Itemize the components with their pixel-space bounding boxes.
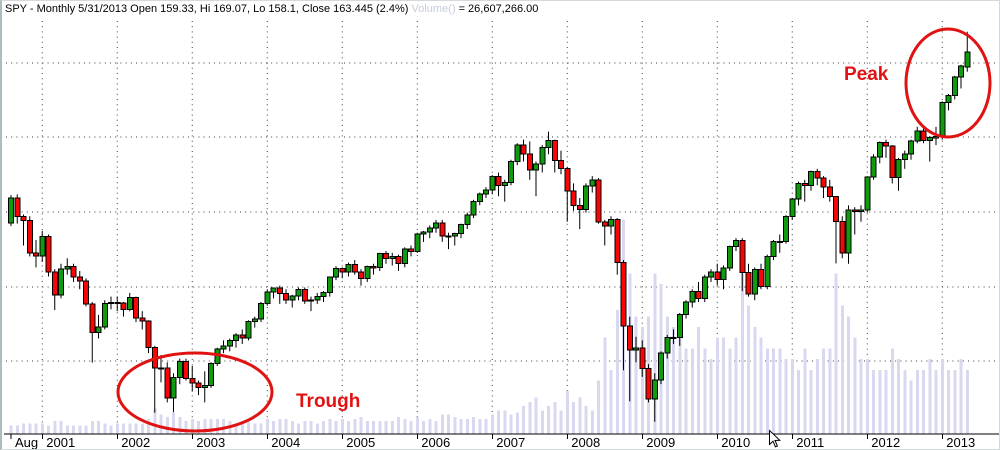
x-axis-label: 2005	[346, 435, 375, 450]
x-axis-label: 2006	[421, 435, 450, 450]
x-axis-label: 2008	[571, 435, 600, 450]
x-axis-label: 2002	[121, 435, 150, 450]
x-axis-label: 2004	[271, 435, 300, 450]
x-axis-label: Aug	[15, 435, 38, 450]
peak-ellipse	[904, 27, 992, 139]
candles-layer	[8, 31, 971, 422]
x-axis-label: 2010	[721, 435, 750, 450]
x-axis-label: 2011	[796, 435, 824, 450]
peak-annotation-label: Peak	[844, 64, 889, 85]
x-axis-label: 2013	[946, 435, 975, 450]
x-axis-label: 2007	[496, 435, 525, 450]
trough-ellipse	[116, 351, 274, 433]
annotation-layer	[116, 27, 992, 433]
mouse-cursor-icon	[769, 429, 781, 448]
chart-header: SPY - Monthly 5/31/2013 Open 159.33, Hi …	[5, 3, 538, 15]
volume-layer	[9, 220, 969, 434]
volume-indicator-value: = 26,607,266.00	[458, 3, 539, 15]
x-axis: Aug 2001 2002 2003 2004 2005 2006 2007 2008 2009 2…	[4, 433, 999, 450]
symbol-quote-text: SPY - Monthly 5/31/2013 Open 159.33, Hi …	[5, 3, 409, 15]
x-axis-label: 2003	[196, 435, 225, 450]
x-axis-label: 2001	[46, 435, 75, 450]
x-axis-label: 2012	[871, 435, 900, 450]
trough-annotation-label: Trough	[296, 391, 361, 412]
x-axis-label: 2009	[646, 435, 675, 450]
volume-indicator-label: Volume()	[411, 3, 456, 15]
